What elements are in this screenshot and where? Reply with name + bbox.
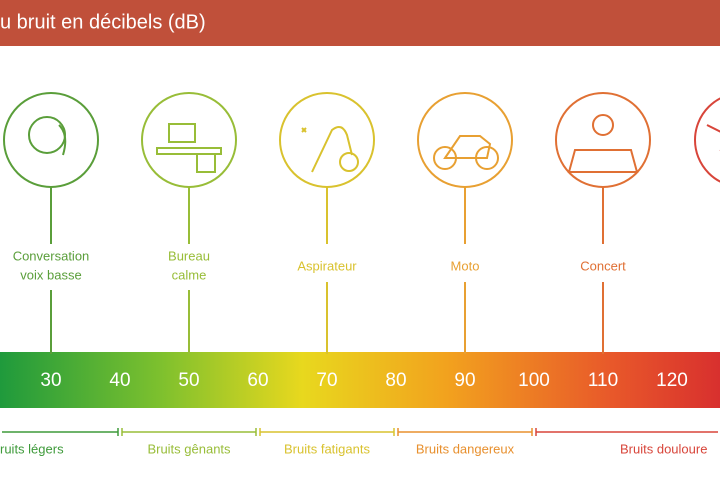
scale-number: 40 xyxy=(109,370,130,391)
scale-number: 100 xyxy=(518,370,550,391)
header-bar xyxy=(0,0,720,46)
scale-number: 30 xyxy=(40,370,61,391)
band-label: Bruits gênants xyxy=(147,441,231,456)
band-label: Bruits dangereux xyxy=(416,441,515,456)
icon-circle xyxy=(3,92,99,188)
icon-circle xyxy=(141,92,237,188)
scale-number: 90 xyxy=(454,370,475,391)
icon-frame xyxy=(443,135,492,159)
item-label: voix basse xyxy=(20,267,81,282)
icon-screen xyxy=(168,123,196,143)
icon-body xyxy=(339,152,359,172)
header-title: u bruit en décibels (dB) xyxy=(0,11,206,33)
band-label: Bruits douloure xyxy=(620,441,707,456)
icon-hose xyxy=(311,125,353,173)
scale-number: 60 xyxy=(247,370,268,391)
icon-desk xyxy=(156,147,222,155)
scale-number: 70 xyxy=(316,370,337,391)
scale-number: 120 xyxy=(656,370,688,391)
icon-hand xyxy=(58,124,67,156)
scale-bar xyxy=(0,352,720,408)
scale-number: 50 xyxy=(178,370,199,391)
item-label: Conversation xyxy=(13,248,90,263)
item-label: Moto xyxy=(451,258,480,273)
icon-plane xyxy=(706,124,720,151)
band-label: ruits légers xyxy=(0,441,64,456)
icon-dj-head xyxy=(592,114,614,136)
icon-circle xyxy=(417,92,513,188)
scale-number: 110 xyxy=(588,370,618,391)
icon-deck xyxy=(567,149,639,173)
icon-circle xyxy=(694,97,720,183)
item-label: calme xyxy=(172,267,207,282)
icon-stars xyxy=(301,127,307,133)
item-label: Bureau xyxy=(168,248,210,263)
band-label: Bruits fatigants xyxy=(284,441,370,456)
icon-head xyxy=(28,116,66,154)
item-label: Concert xyxy=(580,258,626,273)
scale-number: 80 xyxy=(385,370,406,391)
icon-drawer xyxy=(196,153,216,173)
item-label: Aspirateur xyxy=(297,258,357,273)
